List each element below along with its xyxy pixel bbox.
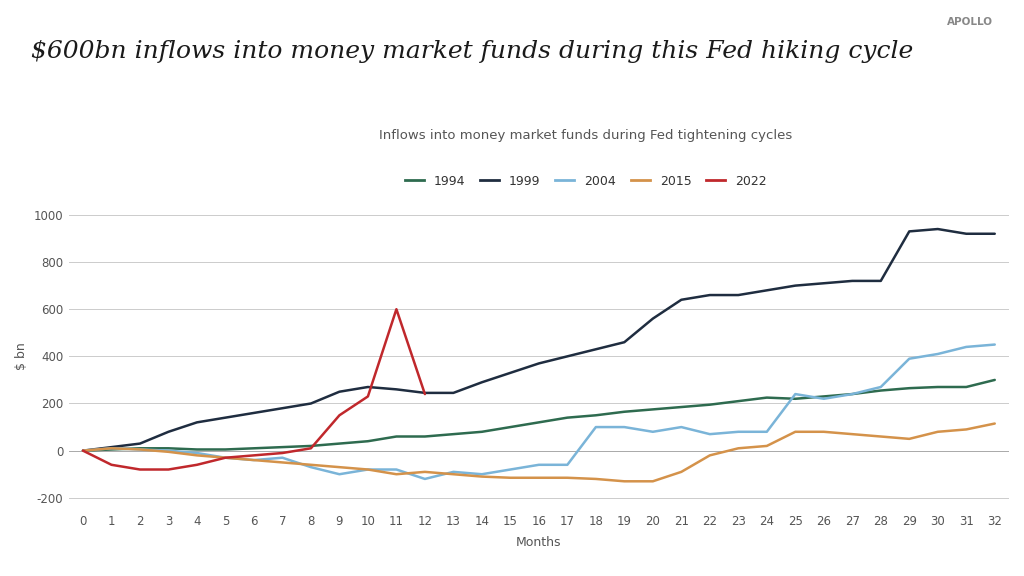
Text: $600bn inflows into money market funds during this Fed hiking cycle: $600bn inflows into money market funds d… bbox=[31, 40, 913, 63]
Text: APOLLO: APOLLO bbox=[947, 17, 993, 27]
Y-axis label: $ bn: $ bn bbox=[15, 343, 28, 370]
Text: Inflows into money market funds during Fed tightening cycles: Inflows into money market funds during F… bbox=[379, 129, 793, 142]
Legend: 1994, 1999, 2004, 2015, 2022: 1994, 1999, 2004, 2015, 2022 bbox=[400, 169, 772, 192]
X-axis label: Months: Months bbox=[516, 536, 561, 550]
